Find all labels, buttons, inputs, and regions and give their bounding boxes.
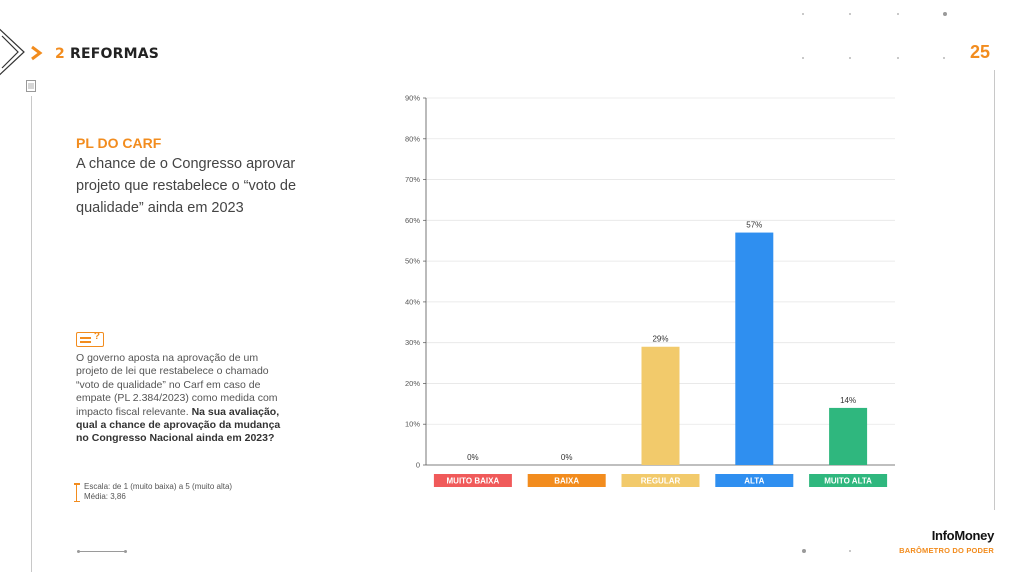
section-title: 2 REFORMAS [55, 46, 159, 62]
question-kicker: PL DO CARF [76, 135, 162, 151]
decor-dot [897, 13, 899, 15]
y-tick-label: 80% [405, 134, 420, 143]
section-number: 2 [55, 46, 65, 62]
decor-dot [943, 12, 947, 16]
document-icon [26, 80, 36, 92]
x-tick-label: MUITO ALTA [824, 477, 872, 486]
scale-info: Escala: de 1 (muito baixa) a 5 (muito al… [84, 482, 232, 502]
category-tag [621, 474, 700, 487]
category-tag [527, 474, 606, 487]
y-tick-label: 40% [405, 297, 420, 306]
right-vertical-rule [994, 70, 995, 510]
category-tag [809, 474, 888, 487]
decor-dot [849, 13, 851, 15]
y-tick-label: 20% [405, 379, 420, 388]
category-tag [715, 474, 794, 487]
y-tick-label: 0 [416, 461, 420, 470]
x-tick-label: BAIXA [554, 477, 579, 486]
bar [735, 232, 774, 465]
y-tick-label: 90% [405, 94, 420, 103]
y-tick-label: 60% [405, 216, 420, 225]
scale-text: Escala: de 1 (muito baixa) a 5 (muito al… [84, 482, 233, 491]
decor-dot [802, 57, 804, 59]
y-tick-label: 30% [405, 338, 420, 347]
decor-dot [802, 13, 804, 15]
x-tick-label: REGULAR [641, 477, 681, 486]
y-tick-label: 10% [405, 420, 420, 429]
bar [641, 346, 680, 465]
data-label: 57% [746, 221, 762, 230]
brand-subtitle: BARÔMETRO DO PODER [899, 546, 994, 555]
bar-chart: 0 10% 20% 30% 40% 50% 60% 70% 80% 90% 0% MUITO BAIX… [405, 94, 895, 487]
decor-dot [943, 57, 945, 59]
decor-dot [897, 57, 899, 59]
bar [829, 407, 868, 465]
decor-dot [802, 549, 806, 553]
x-tick-label: MUITO BAIXA [447, 477, 500, 486]
decor-dot [849, 550, 851, 552]
data-label: 0% [467, 453, 479, 462]
y-tick-label: 50% [405, 257, 420, 266]
data-label: 0% [561, 453, 573, 462]
decor-dot [849, 57, 851, 59]
question-description: O governo aposta na aprovação de um proj… [76, 352, 286, 446]
data-label: 29% [652, 335, 668, 344]
category-tag [433, 474, 512, 487]
question-note-icon: ? [76, 331, 104, 347]
left-vertical-rule [31, 96, 32, 572]
description-question: Na sua avaliação, qual a chance de aprov… [76, 405, 281, 445]
y-tick-label: 70% [405, 175, 420, 184]
brand-logo: InfoMoney [931, 528, 995, 543]
chevron-outline-icon [0, 28, 25, 76]
question-text: A chance de o Congresso aprovar projeto … [76, 156, 297, 216]
mean-text: Média: 3,86 [84, 492, 126, 501]
chevron-right-icon [31, 45, 43, 61]
bottom-left-rule [77, 550, 127, 553]
page-number: 25 [970, 42, 991, 62]
x-tick-label: ALTA [744, 477, 764, 486]
scale-icon [74, 483, 80, 502]
description-intro: O governo aposta na aprovação de um proj… [76, 352, 278, 418]
section-label: REFORMAS [70, 46, 160, 62]
data-label: 14% [840, 396, 856, 405]
